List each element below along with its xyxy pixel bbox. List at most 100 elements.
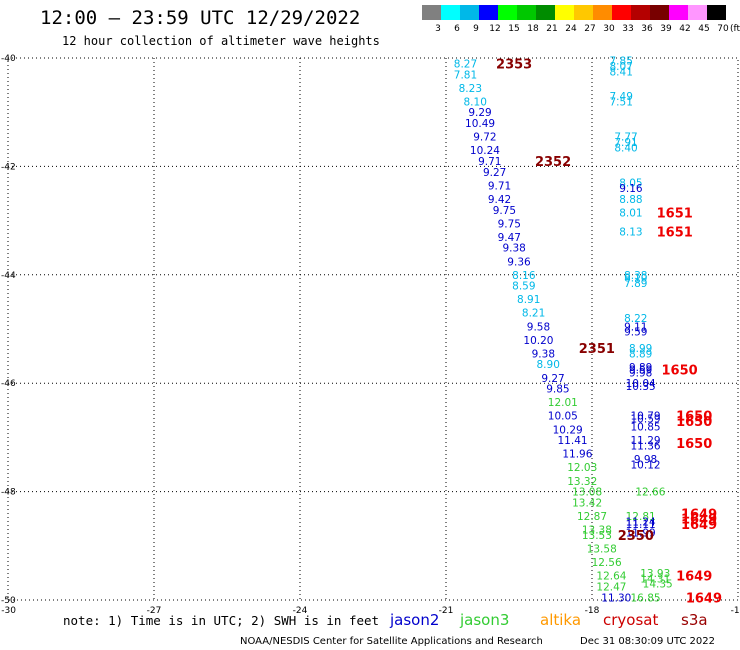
wave-height-label: 9.98 xyxy=(634,454,657,466)
chart-subtitle: 12 hour collection of altimeter wave hei… xyxy=(62,34,380,48)
wave-height-label: 8.01 xyxy=(619,207,642,219)
pass-time-label: 1649 xyxy=(681,518,717,533)
satellite-legend: jason2 jason3 altika cryosat s3a xyxy=(389,611,708,629)
colorbar-tick: 33 xyxy=(622,24,633,34)
wave-height-label: 8.05 xyxy=(619,178,642,190)
wave-height-label: 13.42 xyxy=(572,497,602,509)
wave-height-label: 8.07 xyxy=(610,61,633,73)
x-tick-label: -30 xyxy=(1,606,16,616)
y-tick-label: -46 xyxy=(1,379,16,389)
axis-ticks: -30 -27 -24 -21 -18 -15 -40 -42 -44 -46 -48 -50 xyxy=(1,54,740,616)
wave-height-label: 10.05 xyxy=(548,411,578,423)
wave-height-label: 16.85 xyxy=(631,592,661,604)
wave-height-label: 9.72 xyxy=(473,132,496,144)
wave-height-label: 9.85 xyxy=(546,384,569,396)
wave-height-label: 9.38 xyxy=(532,348,555,360)
colorbar-swatch xyxy=(460,5,479,20)
data-points: 8.277.818.238.109.2910.499.7210.249.719.… xyxy=(454,56,673,605)
colorbar-tick: 39 xyxy=(660,24,672,34)
wave-height-label: 11.99 xyxy=(626,527,656,539)
wave-height-label: 9.47 xyxy=(498,232,521,244)
wave-height-label: 12.87 xyxy=(577,511,607,523)
legend-s3a: s3a xyxy=(681,611,708,629)
colorbar-tick: 24 xyxy=(565,24,577,34)
wave-height-label: 9.27 xyxy=(483,167,506,179)
wave-height-label: 13.38 xyxy=(582,525,612,537)
wave-height-label: 8.41 xyxy=(610,67,633,79)
wave-height-label: 8.21 xyxy=(522,308,545,320)
colorbar-tick: 6 xyxy=(454,24,460,34)
wave-height-label: 9.71 xyxy=(478,156,501,168)
chart-title: 12:00 – 23:59 UTC 12/29/2022 xyxy=(40,7,360,29)
wave-height-label: 8.10 xyxy=(464,96,487,108)
credit-text: NOAA/NESDIS Center for Satellite Applica… xyxy=(240,636,543,647)
wave-height-label: 13.08 xyxy=(572,487,602,499)
wave-height-label: 8.22 xyxy=(624,313,647,325)
colorbar-swatch xyxy=(498,5,517,20)
pass-time-label: 1649 xyxy=(681,507,717,522)
wave-height-label: 9.16 xyxy=(619,183,643,195)
y-tick-label: -48 xyxy=(1,488,16,498)
x-tick-label: -18 xyxy=(585,606,600,616)
wave-height-label: 8.40 xyxy=(614,142,637,154)
wave-height-label: 11.96 xyxy=(562,449,592,461)
wave-height-label: 10.85 xyxy=(631,422,661,434)
colorbar-tick: 21 xyxy=(546,24,557,34)
wave-height-label: 8.10 xyxy=(624,273,647,285)
wave-height-label: 12.01 xyxy=(548,397,578,409)
wave-height-label: 11.41 xyxy=(558,435,588,447)
wave-height-label: 13.58 xyxy=(587,544,617,556)
colorbar-tick: 18 xyxy=(527,24,539,34)
x-tick-label: -27 xyxy=(147,606,162,616)
wave-height-label: 8.38 xyxy=(624,270,647,282)
wave-height-label: 8.91 xyxy=(517,294,540,306)
wave-height-label: 8.59 xyxy=(512,281,535,293)
pass-time-label: 2353 xyxy=(496,57,532,72)
pass-time-label: 1650 xyxy=(676,410,712,425)
legend-cryosat: cryosat xyxy=(603,611,658,629)
colorbar-swatch xyxy=(612,5,631,20)
wave-height-label: 7.91 xyxy=(614,137,637,149)
wave-height-label: 8.89 xyxy=(629,348,652,360)
wave-height-label: 10.12 xyxy=(631,460,661,472)
wave-height-label: 9.11 xyxy=(624,321,647,333)
wave-height-label: 9.38 xyxy=(502,243,525,255)
y-tick-label: -42 xyxy=(1,162,16,172)
time-labels: 2353235223512350165116511650165016501650… xyxy=(496,57,722,606)
wave-height-label: 8.90 xyxy=(537,359,560,371)
colorbar-swatch xyxy=(707,5,726,20)
colorbar-tick: 3 xyxy=(435,24,441,34)
pass-time-label: 1649 xyxy=(681,513,717,528)
colorbar-swatch xyxy=(631,5,650,20)
plot-grid xyxy=(7,57,739,601)
wave-height-label: 12.64 xyxy=(596,571,626,583)
wave-height-label: 10.24 xyxy=(470,145,500,157)
wave-height-label: 9.89 xyxy=(629,362,652,374)
wave-height-label: 11.24 xyxy=(626,516,656,528)
colorbar-tick: 70 xyxy=(717,24,729,34)
footnote: note: 1) Time is in UTC; 2) SWH is in fe… xyxy=(63,613,379,628)
wave-height-label: 9.71 xyxy=(488,180,511,192)
wave-height-label: 9.27 xyxy=(541,373,564,385)
wave-height-label: 7.49 xyxy=(610,91,633,103)
wave-height-label: 10.79 xyxy=(631,411,661,423)
y-tick-label: -44 xyxy=(1,271,16,281)
wave-height-label: 12.81 xyxy=(626,511,656,523)
wave-height-label: 7.51 xyxy=(610,96,633,108)
pass-time-label: 2351 xyxy=(579,342,615,357)
colorbar-swatch xyxy=(669,5,688,20)
wave-height-label: 9.59 xyxy=(629,365,652,377)
pass-time-label: 1651 xyxy=(657,225,693,240)
wave-height-label: 11.30 xyxy=(601,592,631,604)
colorbar-tick: 42 xyxy=(679,24,690,34)
wave-height-label: 9.59 xyxy=(624,327,647,339)
generated-timestamp: Dec 31 08:30:09 UTC 2022 xyxy=(580,636,715,647)
colorbar-swatch xyxy=(574,5,593,20)
colorbar-swatch xyxy=(593,5,612,20)
wave-height-label: 14.35 xyxy=(643,579,673,591)
wave-height-label: 10.49 xyxy=(465,118,495,130)
wave-height-label: 8.16 xyxy=(512,270,536,282)
colorbar-swatch xyxy=(650,5,669,20)
wave-height-label: 8.99 xyxy=(629,343,652,355)
